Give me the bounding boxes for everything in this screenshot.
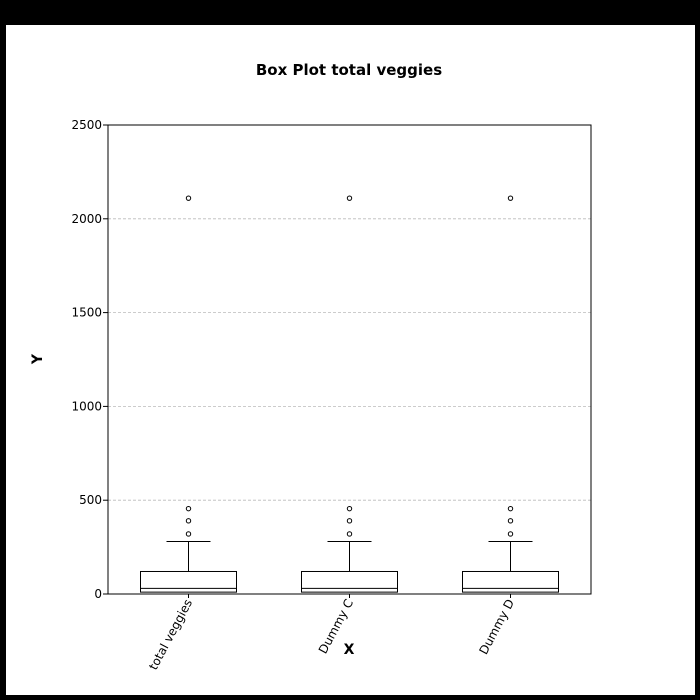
y-tick-label: 1000 (71, 399, 102, 413)
outlier-point (507, 531, 514, 537)
outlier-point (507, 195, 514, 201)
y-tick-label: 2000 (71, 212, 102, 226)
outlier-point (185, 531, 192, 537)
box-iqr (462, 570, 559, 593)
box-0 (140, 195, 237, 595)
outlier-point (185, 505, 192, 512)
y-tick-label: 1500 (71, 306, 102, 320)
boxes (140, 195, 559, 595)
outlier-point (185, 518, 192, 524)
box-1 (301, 195, 398, 595)
x-tick-label: total veggies (146, 597, 195, 672)
y-tick-label: 500 (79, 493, 102, 507)
outlier-point (346, 195, 353, 201)
chart-title: Box Plot total veggies (256, 61, 442, 79)
x-axis-ticks: total veggies Dummy C Dummy D (146, 594, 517, 672)
outlier-point (346, 505, 353, 512)
outlier-point (346, 531, 353, 537)
outlier-point (185, 195, 192, 201)
outlier-point (507, 505, 514, 512)
outlier-point (507, 518, 514, 524)
plot-area (107, 124, 592, 595)
box-2 (462, 195, 559, 595)
y-tick-label: 0 (94, 587, 102, 601)
x-axis-label: X (344, 642, 355, 658)
box-iqr (301, 570, 398, 593)
grid-lines (108, 218, 591, 501)
y-axis-label: Y (30, 353, 46, 365)
chart-frame: Box Plot total veggies 0 500 1000 1500 2000 2… (6, 25, 695, 695)
y-tick-label: 2500 (71, 118, 102, 132)
box-iqr (140, 570, 237, 593)
box-plot-chart: Box Plot total veggies 0 500 1000 1500 2000 2… (30, 61, 592, 672)
y-axis-ticks: 0 500 1000 1500 2000 2500 (71, 118, 108, 601)
outlier-point (346, 518, 353, 524)
x-tick-label: Dummy D (476, 597, 517, 657)
